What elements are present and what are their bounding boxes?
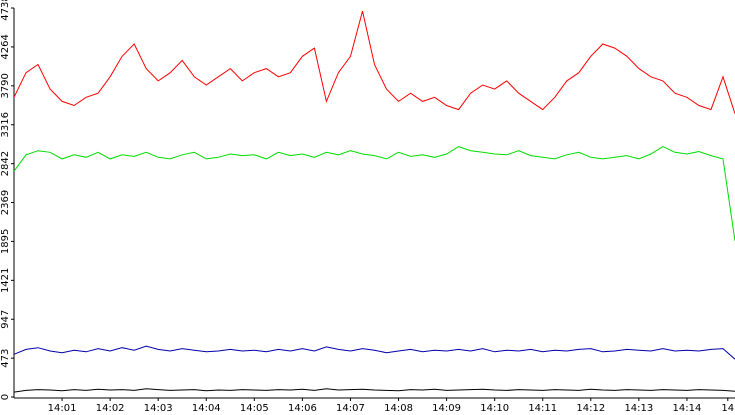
x-tick-label: 14:08 [384,403,413,414]
y-tick-label: 0 [0,394,11,400]
x-tick-label: 14:04 [192,403,221,414]
x-tick-label: 14:07 [336,403,365,414]
x-tick-label: 14:14 [673,403,702,414]
x-tick-label: 14:12 [576,403,605,414]
y-tick-label: 2842 [0,151,11,176]
y-tick-label: 947 [0,310,11,329]
y-tick-label: 1895 [0,229,11,254]
series-line [13,345,735,360]
x-tick-label: 14:02 [96,403,125,414]
x-tick-label: 14:01 [48,403,77,414]
y-tick-label: 3790 [0,73,11,98]
series-line [13,10,735,114]
y-tick-label: 473 [0,349,11,368]
x-tick-label: 14:13 [624,403,653,414]
x-tick-label: 14:09 [432,403,461,414]
x-tick-label: 14:03 [144,403,173,414]
y-tick-label: 1421 [0,268,11,293]
x-tick-label: 14:05 [240,403,269,414]
x-tick-label: 14 [721,403,734,414]
y-tick-label: 4738 [0,0,11,21]
series-line [13,146,735,242]
series-line [13,388,735,393]
x-tick-label: 14:10 [480,403,509,414]
x-tick-label: 14:06 [288,403,317,414]
y-tick-label: 3316 [0,112,11,137]
y-tick-label: 2369 [0,190,11,215]
y-tick-label: 4264 [0,34,11,59]
x-tick-label: 14:11 [528,403,557,414]
